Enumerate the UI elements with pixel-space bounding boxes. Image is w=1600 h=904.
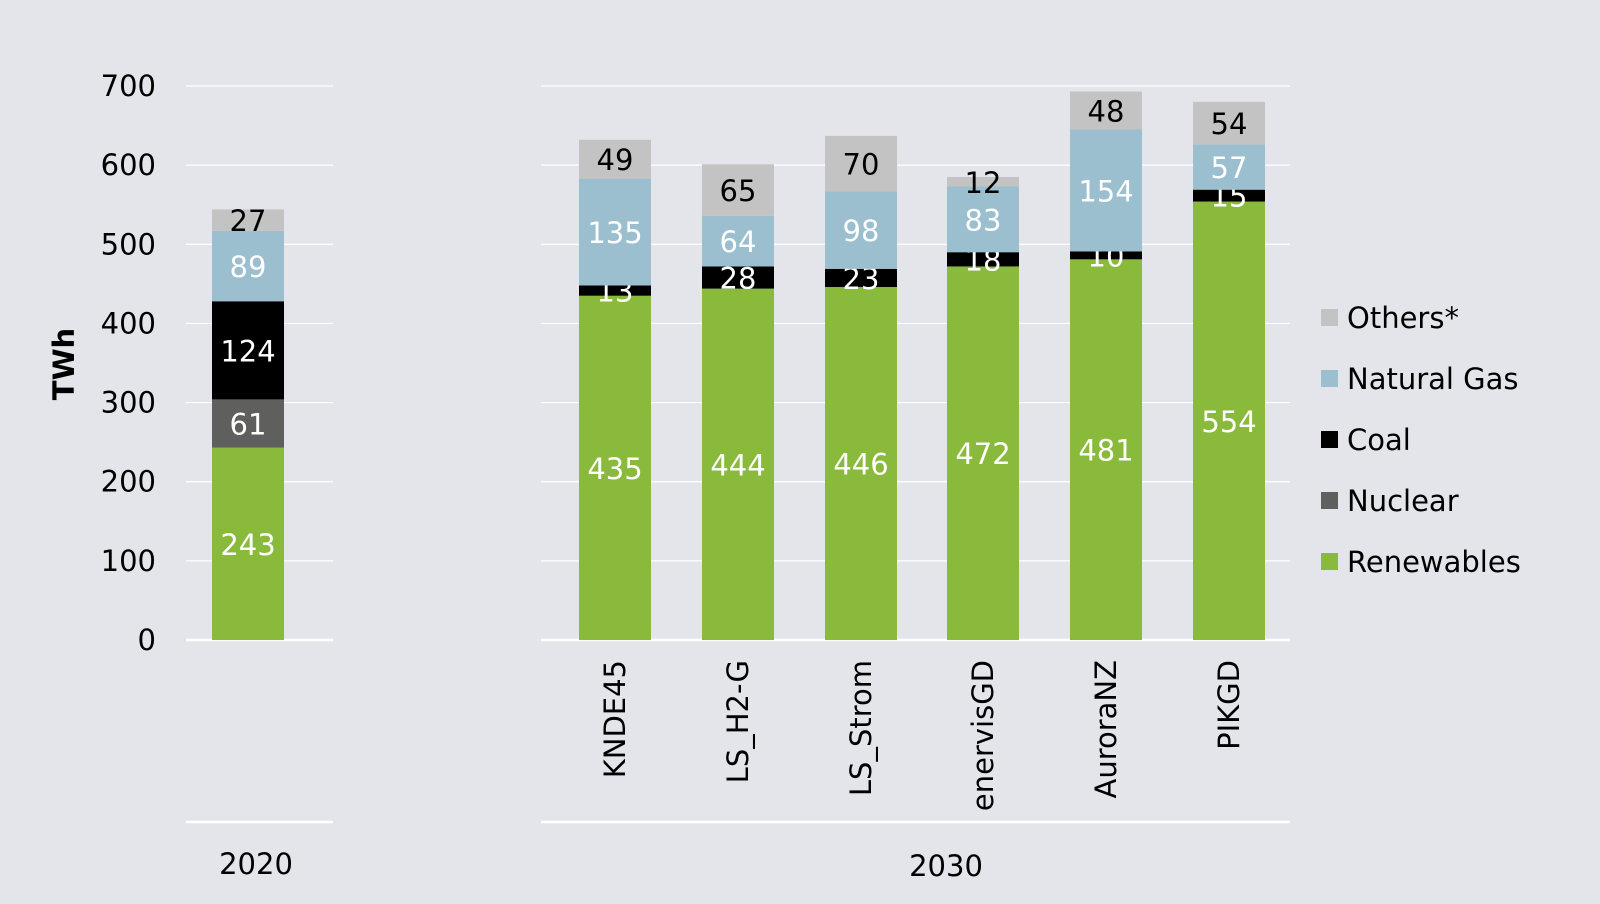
data-label: 481 — [1078, 434, 1133, 468]
y-tick-label: 500 — [101, 227, 156, 261]
data-label: 472 — [955, 437, 1010, 471]
bar-segment-others — [702, 164, 774, 216]
bar-segment-coal — [947, 252, 1019, 267]
bar-segment-natural-gas — [702, 215, 774, 267]
data-label: 65 — [720, 174, 757, 208]
y-tick-label: 300 — [101, 386, 156, 420]
y-tick-label: 400 — [101, 306, 156, 340]
data-label: 444 — [710, 448, 765, 482]
category-label: KNDE45 — [598, 660, 632, 778]
y-axis-label: TWh — [47, 328, 81, 400]
bar-segment-nuclear — [212, 399, 284, 448]
bar-segment-coal — [702, 266, 774, 289]
data-label: 28 — [720, 262, 757, 296]
group-label: 2020 — [219, 847, 293, 881]
data-label: 154 — [1078, 174, 1133, 208]
legend-label: Renewables — [1347, 545, 1521, 579]
data-label: 54 — [1211, 107, 1248, 141]
bar-segment-others — [212, 209, 284, 231]
bar-segment-others — [825, 135, 897, 192]
data-label: 27 — [230, 204, 267, 238]
data-label: 48 — [1088, 95, 1125, 129]
bar-segment-renewables — [1070, 259, 1142, 640]
bar-segment-natural-gas — [212, 230, 284, 302]
data-label: 89 — [230, 250, 267, 284]
data-label: 70 — [843, 148, 880, 182]
data-label: 83 — [965, 203, 1002, 237]
bar-segment-renewables — [702, 288, 774, 640]
data-label: 435 — [587, 452, 642, 486]
bar-segment-renewables — [947, 266, 1019, 640]
y-tick-label: 0 — [138, 623, 156, 657]
category-label: PIKGD — [1212, 660, 1246, 750]
data-label: 446 — [833, 448, 888, 482]
bar-segment-coal — [1193, 189, 1265, 202]
legend-label: Natural Gas — [1347, 362, 1519, 396]
category-label: AuroraNZ — [1089, 660, 1123, 799]
category-label: LS_H2-G — [721, 660, 755, 783]
data-label: 135 — [587, 216, 642, 250]
bar-segment-natural-gas — [1070, 129, 1142, 252]
y-tick-label: 600 — [101, 148, 156, 182]
bar-segment-others — [1070, 91, 1142, 130]
bar-segment-natural-gas — [825, 191, 897, 269]
bar-segment-renewables — [1193, 201, 1265, 640]
data-label: 243 — [220, 528, 275, 562]
data-label: 64 — [720, 225, 757, 259]
legend-swatch — [1321, 553, 1338, 570]
legend-swatch — [1321, 309, 1338, 326]
data-label: 49 — [597, 143, 634, 177]
bar-segment-others — [1193, 101, 1265, 145]
legend-label: Nuclear — [1347, 484, 1459, 518]
data-label: 124 — [220, 334, 275, 368]
bar-segment-coal — [825, 268, 897, 288]
legend-label: Others* — [1347, 301, 1459, 335]
legend-label: Coal — [1347, 423, 1411, 457]
data-label: 12 — [965, 166, 1002, 200]
legend-swatch — [1321, 370, 1338, 387]
data-label: 98 — [843, 214, 880, 248]
bar-segment-others — [579, 139, 651, 179]
bar-segment-coal — [1070, 251, 1142, 260]
data-label: 554 — [1201, 405, 1256, 439]
y-tick-label: 100 — [101, 544, 156, 578]
bar-segment-renewables — [212, 447, 284, 640]
bar-segment-renewables — [825, 287, 897, 640]
y-tick-label: 200 — [101, 465, 156, 499]
legend-swatch — [1321, 492, 1338, 509]
y-tick-label: 700 — [101, 69, 156, 103]
bar-segment-natural-gas — [1193, 144, 1265, 190]
bar-segment-coal — [212, 301, 284, 400]
category-label: LS_Strom — [844, 660, 878, 796]
data-label: 57 — [1211, 151, 1248, 185]
group-label: 2030 — [909, 849, 983, 883]
category-label: enervisGD — [966, 660, 1000, 811]
bar-segment-renewables — [579, 295, 651, 640]
data-label: 61 — [230, 408, 267, 442]
bar-segment-natural-gas — [579, 178, 651, 286]
legend-swatch — [1321, 431, 1338, 448]
bar-segment-others — [947, 177, 1019, 187]
bar-segment-natural-gas — [947, 186, 1019, 253]
bar-segment-coal — [579, 285, 651, 296]
